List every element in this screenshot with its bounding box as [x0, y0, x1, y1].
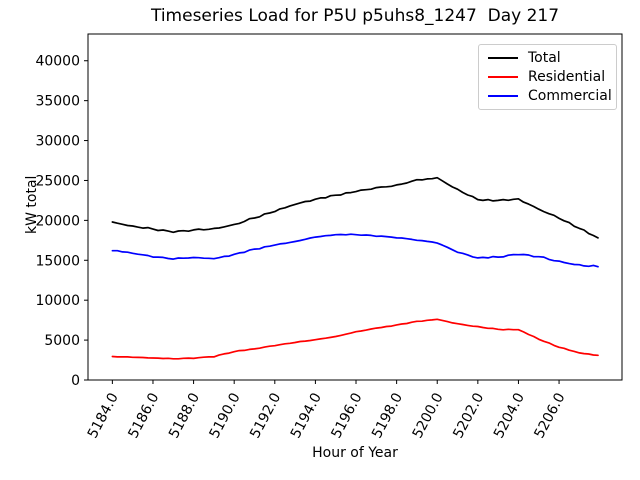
- legend-label: Total: [528, 49, 561, 66]
- y-tick-label: 20000: [35, 213, 80, 229]
- x-tick-label: 5204.0: [491, 390, 528, 441]
- y-tick-label: 40000: [35, 54, 80, 70]
- series-lines: [111, 176, 599, 360]
- y-tick-label: 30000: [35, 134, 80, 150]
- x-tick-label: 5198.0: [369, 390, 406, 441]
- x-tick-label: 5190.0: [207, 390, 244, 441]
- x-tick-label: 5194.0: [288, 390, 325, 441]
- x-tick-label: 5184.0: [85, 390, 122, 441]
- line-total: [111, 176, 599, 239]
- legend-line-sample: [488, 76, 518, 78]
- y-tick-label: 25000: [35, 173, 80, 189]
- x-axis-label: Hour of Year: [312, 445, 398, 461]
- chart-title: Timeseries Load for P5U p5uhs8_1247 Day …: [150, 6, 560, 26]
- legend: Total Residential Commercial: [478, 44, 617, 110]
- y-tick-label: 0: [71, 373, 80, 389]
- y-axis-ticks: 0 5000 10000 15000 20000 25000 30000 35000 40000: [35, 54, 88, 389]
- y-tick-label: 10000: [35, 293, 80, 309]
- x-tick-label: 5188.0: [166, 390, 203, 441]
- legend-item-commercial: Commercial: [488, 87, 616, 106]
- line-commercial: [111, 233, 599, 268]
- legend-item-residential: Residential: [488, 68, 616, 87]
- x-tick-label: 5206.0: [531, 390, 568, 441]
- line-residential: [111, 318, 599, 360]
- y-tick-label: 35000: [35, 94, 80, 110]
- legend-label: Commercial: [528, 87, 612, 104]
- x-tick-label: 5192.0: [247, 390, 284, 441]
- legend-label: Residential: [528, 68, 606, 85]
- y-tick-label: 5000: [44, 333, 80, 349]
- x-axis-ticks: 5184.0 5186.0 5188.0 5190.0 5192.0 5194.0 5196…: [85, 380, 569, 441]
- y-tick-label: 15000: [35, 253, 80, 269]
- x-tick-label: 5196.0: [328, 390, 365, 441]
- x-tick-label: 5202.0: [450, 390, 487, 441]
- legend-item-total: Total: [488, 49, 616, 68]
- legend-line-sample: [488, 57, 518, 59]
- x-tick-label: 5200.0: [410, 390, 447, 441]
- y-axis-label: kW total: [24, 175, 40, 234]
- axes-spines: [87, 33, 623, 381]
- legend-line-sample: [488, 95, 518, 97]
- x-tick-label: 5186.0: [125, 390, 162, 441]
